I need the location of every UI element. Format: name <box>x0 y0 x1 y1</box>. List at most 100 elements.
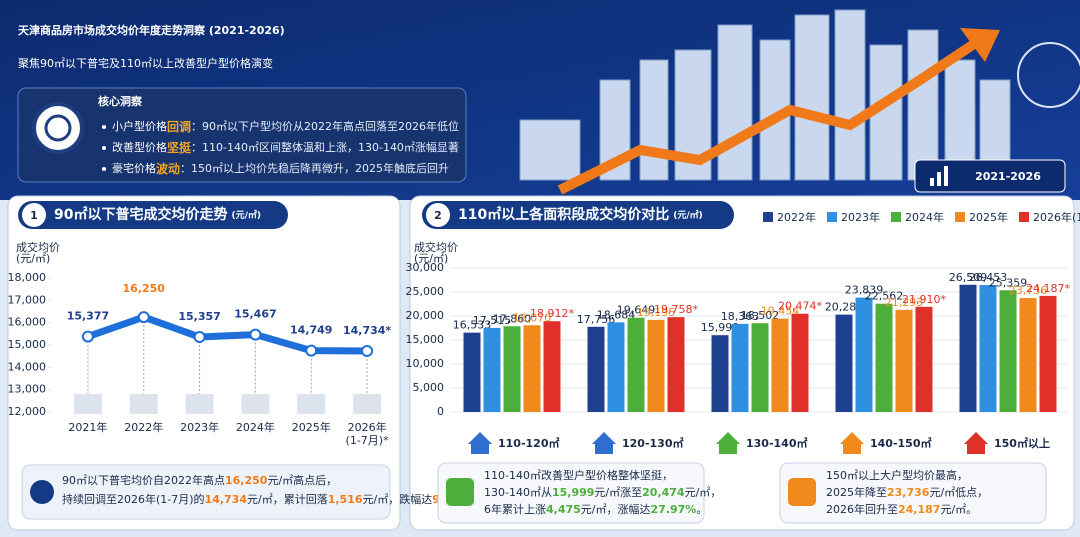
y-tick-label: 30,000 <box>406 261 445 274</box>
value-label: 16,250 <box>123 282 166 295</box>
y-tick-label: 25,000 <box>406 285 445 298</box>
note-part: 持续回调至2026年(1-7月)的 <box>62 492 205 506</box>
note-part: 2026年回升至 <box>826 502 898 516</box>
legend-label: 2026年(1-7月)* <box>1033 210 1080 224</box>
y-tick-label: 15,000 <box>8 338 47 351</box>
value-label: 21,293 <box>885 296 924 309</box>
bar <box>667 317 685 412</box>
panel-title: 110㎡以上各面积段成交均价对比 (元/㎡) <box>458 206 703 223</box>
insight-highlight: 波动 <box>156 161 180 176</box>
insight-text: 改善型价格坚挺：110-140㎡区间整体温和上涨，130-140㎡涨幅显著 <box>112 140 459 155</box>
value-label: 21,910* <box>902 293 946 306</box>
pedestal <box>73 394 102 414</box>
insight-box <box>17 87 467 183</box>
legend-label: 2024年 <box>905 210 944 224</box>
bullet <box>102 167 106 171</box>
panel-header <box>422 201 734 229</box>
note-part: 90㎡以下普宅均价自2022年高点 <box>62 473 225 487</box>
x-tick-label: 140-150㎡ <box>870 436 932 450</box>
value-label: 25,359 <box>989 276 1028 289</box>
point <box>249 328 262 341</box>
insight-list: 小户型价格回调：90㎡以下户型均价从2022年高点回落至2026年低位改善型价格… <box>102 119 459 176</box>
value-label: 18,684 <box>597 308 636 321</box>
y-tick-label: 15,000 <box>406 333 445 346</box>
legend-label: 2023年 <box>841 210 880 224</box>
note-text: 2026年回升至24,187元/㎡。 <box>826 502 977 516</box>
value-label: 17,756 <box>577 313 616 326</box>
pedestal <box>297 394 326 414</box>
pedestal <box>353 394 382 414</box>
value-label: 19,758* <box>654 303 698 316</box>
bar <box>503 326 521 412</box>
panel-unit: (元/㎡) <box>231 209 261 221</box>
y-tick-label: 14,000 <box>8 360 47 373</box>
point <box>193 331 206 344</box>
note-part: 元/㎡，跌幅达 <box>363 492 433 506</box>
insight-text: 小户型价格回调：90㎡以下户型均价从2022年高点回落至2026年低位 <box>112 119 459 134</box>
panel-unit: (元/㎡) <box>673 209 703 221</box>
title: 天津商品房市场成交均价年度走势洞察 (2021-2026) <box>18 23 285 37</box>
y-tick-label: 18,000 <box>8 271 47 284</box>
bullet <box>102 146 106 150</box>
note-text: 130-140㎡从15,999元/㎡涨至20,474元/㎡， <box>484 486 721 499</box>
badge <box>914 159 1066 193</box>
y-tick-label: 12,000 <box>8 405 47 418</box>
note-part: 元/㎡低点， <box>929 486 988 499</box>
house-icon <box>592 432 616 454</box>
panel-number: 1 <box>30 209 38 222</box>
house-icon <box>468 432 492 454</box>
bar <box>791 313 809 412</box>
bar <box>915 306 933 412</box>
panel-header <box>18 201 288 229</box>
badge-text: 2021-2026 <box>975 170 1041 183</box>
x-tick-label: 2023年 <box>180 420 219 434</box>
trend-arrow-head <box>960 28 1000 62</box>
point <box>305 344 318 357</box>
insight-highlight: 坚挺 <box>167 140 192 155</box>
note-text: 90㎡以下普宅均价自2022年高点16,250元/㎡高点后， <box>62 473 337 487</box>
point <box>361 344 374 357</box>
note-part: 2025年降至 <box>826 485 887 499</box>
note-part: 。 <box>696 503 707 516</box>
line <box>86 313 368 355</box>
value-label: 18,070 <box>513 311 552 324</box>
x-tick-label: 130-140㎡ <box>746 436 808 450</box>
house-icon <box>840 432 864 454</box>
y-axis-label: 成交均价(元/㎡) <box>414 240 458 265</box>
note-part: 元/㎡，涨幅达 <box>581 503 651 516</box>
value-label: 15,999 <box>701 321 740 334</box>
bar <box>483 327 501 412</box>
panel-number-circle <box>426 203 450 227</box>
x-tick-label: 120-130㎡ <box>622 436 684 450</box>
legend-swatch <box>891 212 901 222</box>
insight-text: 豪宅价格波动：150㎡以上均价先稳后降再微升，2025年触底后回升 <box>112 161 449 176</box>
badge-icon <box>937 172 941 186</box>
bar <box>523 325 541 412</box>
value-label: 22,562 <box>865 290 904 303</box>
value-label: 19,195 <box>637 306 676 319</box>
insight-title: 核心洞察 <box>98 94 143 108</box>
insight-highlight: 回调 <box>167 120 191 134</box>
bar <box>1039 295 1057 412</box>
pedestal <box>129 394 158 414</box>
note-part: 元/㎡， <box>685 486 722 499</box>
value-label: 26,509 <box>949 271 988 284</box>
house-icon <box>964 432 988 454</box>
note-icon <box>788 478 816 506</box>
value-label: 23,736 <box>1009 284 1048 297</box>
insight-text: ：150㎡以上均价先稳后降再微升，2025年触底后回升 <box>180 161 449 175</box>
pedestal <box>241 394 270 414</box>
trend-arrow <box>557 35 983 195</box>
note-box <box>21 464 391 520</box>
note-text: 150㎡以上大户型均价最高， <box>826 468 968 482</box>
bar <box>463 332 481 412</box>
y-tick-label: 0 <box>437 405 444 418</box>
target-icon <box>32 102 84 154</box>
value-label: 17,515 <box>473 314 512 327</box>
insight-label: 豪宅价格 <box>112 161 156 175</box>
y-tick-label: 20,000 <box>406 309 445 322</box>
note-text: 110-140㎡改善型户型价格整体坚挺， <box>484 468 673 482</box>
subtitle: 聚焦90㎡以下普宅及110㎡以上改善型户型价格演变 <box>18 56 273 70</box>
note-highlight: 23,736 <box>887 486 930 499</box>
